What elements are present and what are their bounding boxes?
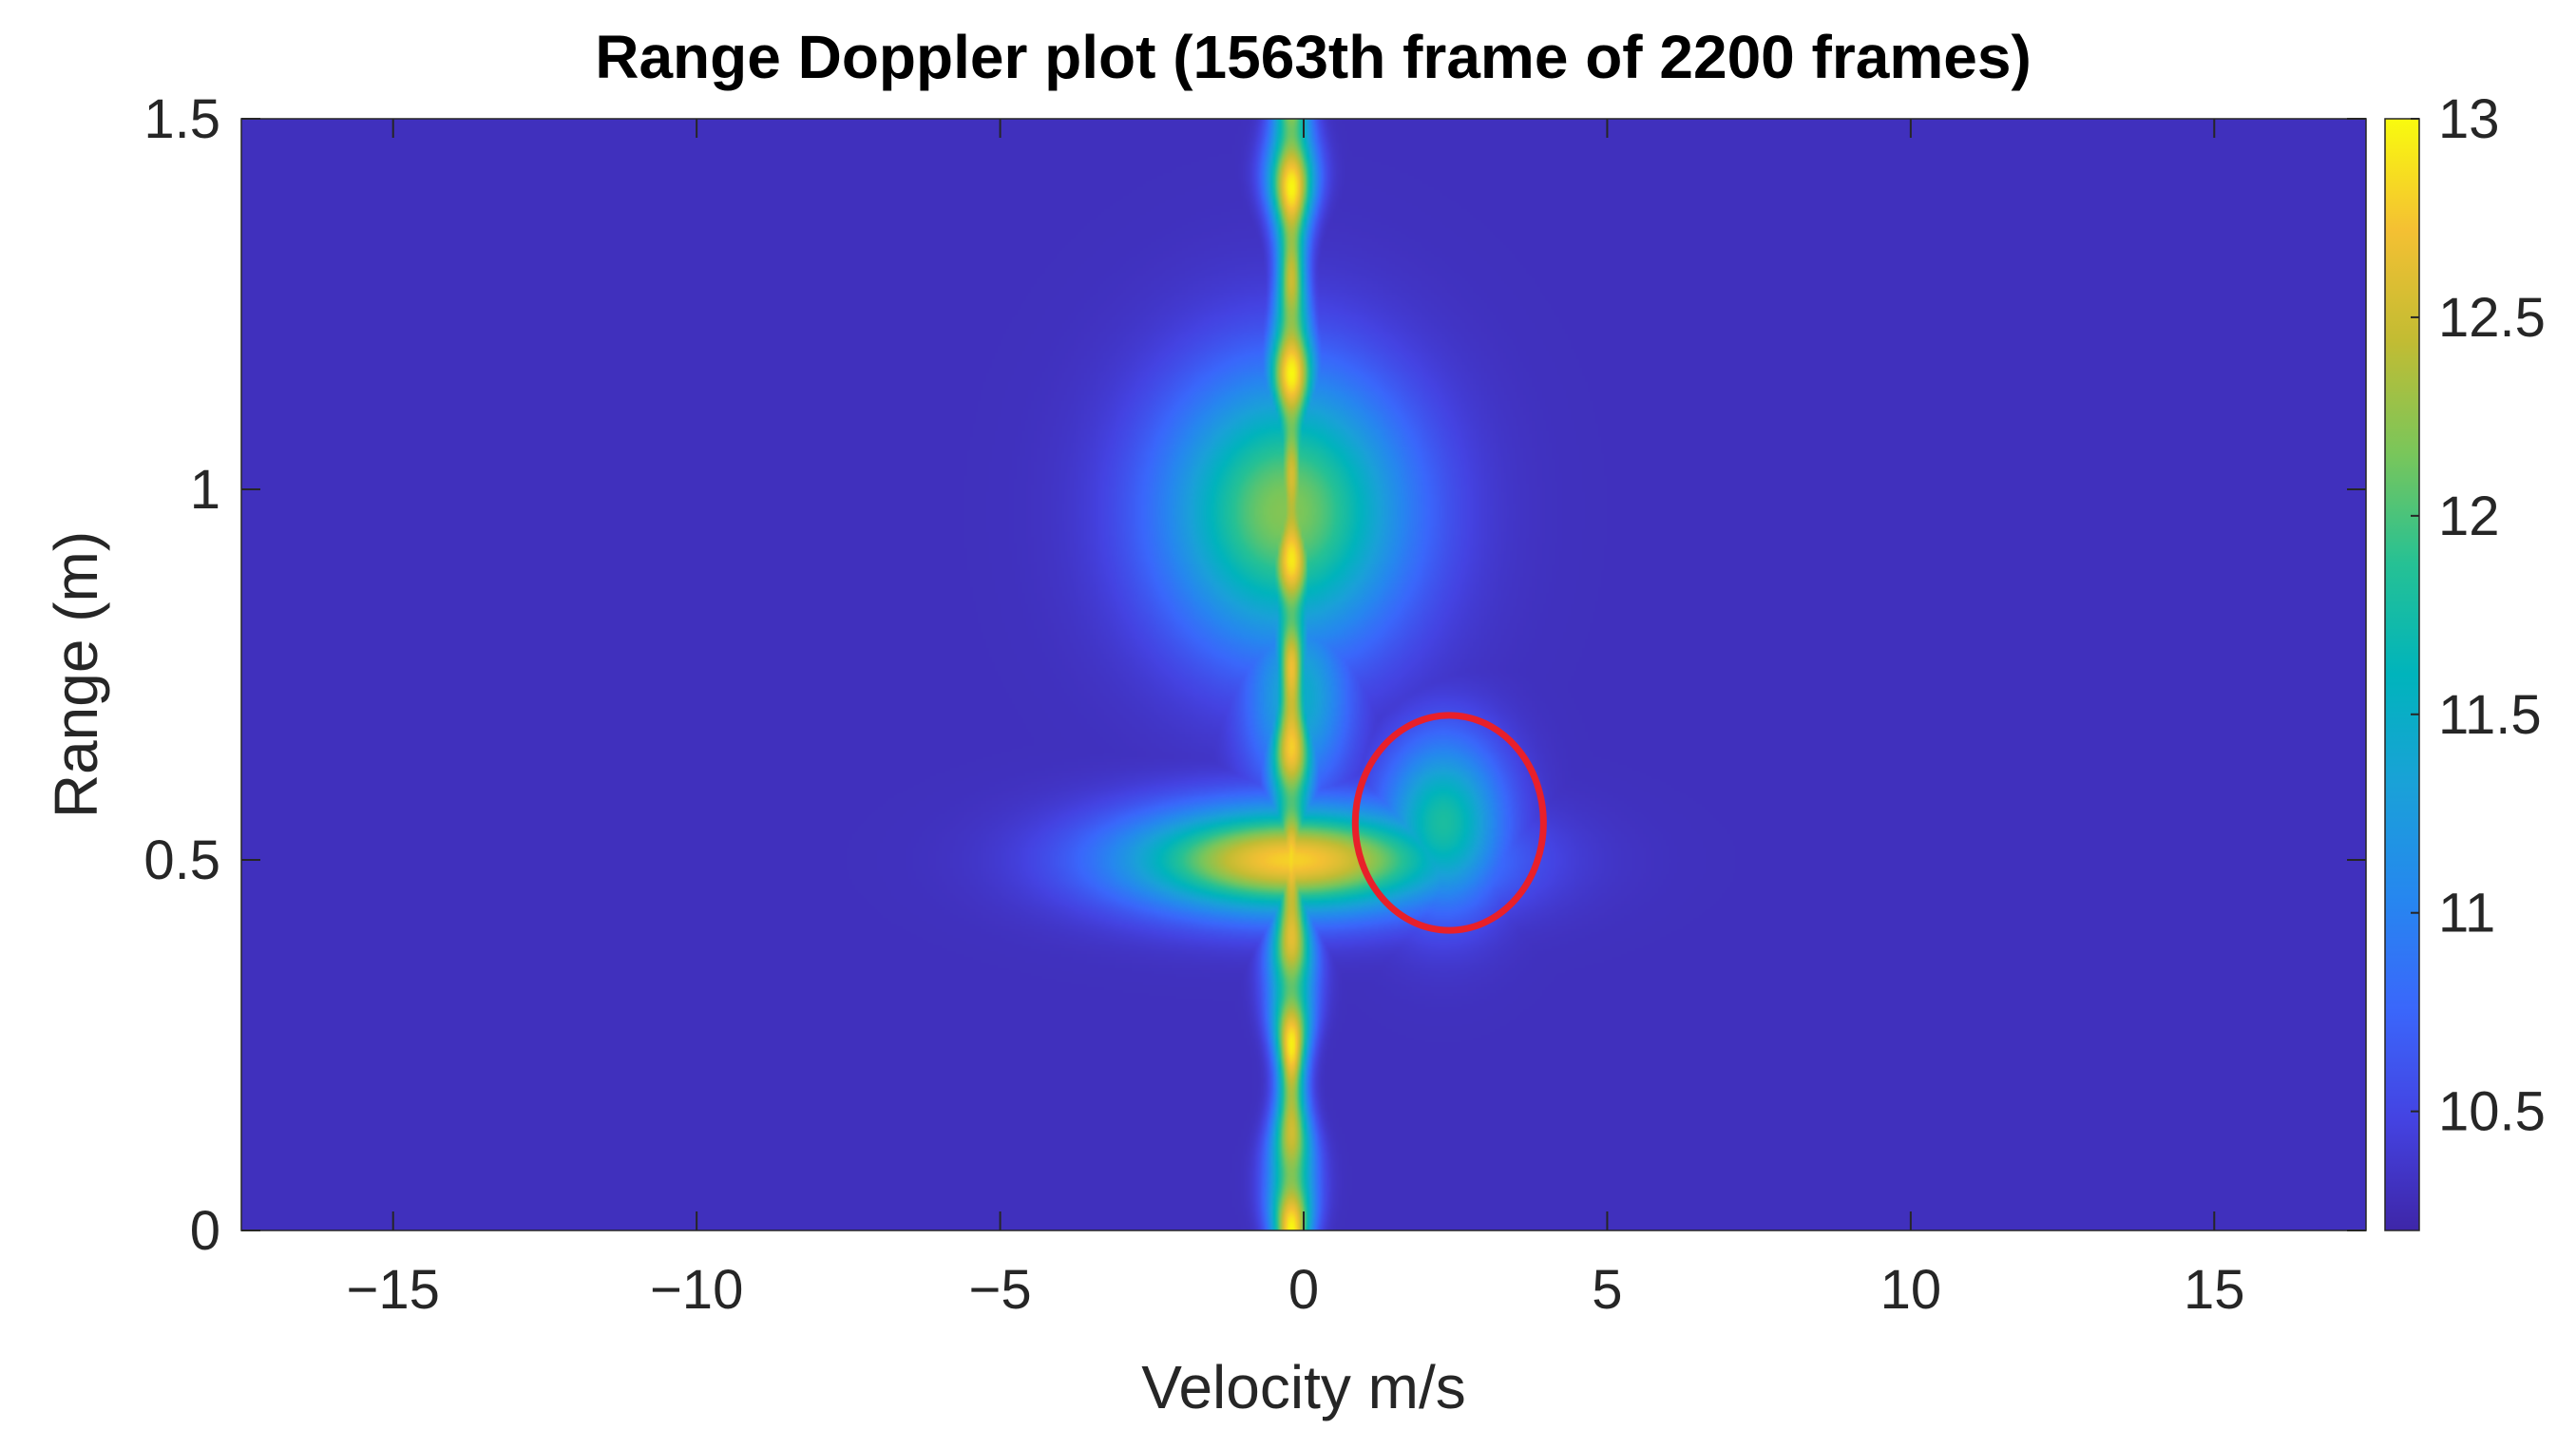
colorbar-tick-label: 11 — [2438, 883, 2495, 944]
x-axis-label: Velocity m/s — [1141, 1353, 1465, 1421]
colorbar-tick-label: 13 — [2438, 88, 2500, 150]
y-tick-label: 0.5 — [143, 829, 220, 891]
highlight-ellipse — [1351, 712, 1547, 934]
y-tick-label: 0 — [190, 1200, 220, 1262]
x-tick-label: 5 — [1592, 1259, 1622, 1321]
y-tick-label: 1 — [190, 459, 220, 521]
x-tick-label: 0 — [1288, 1259, 1319, 1321]
x-tick-label: 10 — [1880, 1259, 1942, 1321]
y-axis-label: Range (m) — [42, 531, 110, 818]
chart-title: Range Doppler plot (1563th frame of 2200… — [595, 23, 2032, 91]
x-tick-label: −5 — [969, 1259, 1032, 1321]
colorbar-tick-label: 12.5 — [2438, 287, 2546, 349]
x-axis-ticks: −15 −10 −5 0 5 10 15 — [347, 119, 2245, 1321]
x-tick-label: 15 — [2184, 1259, 2245, 1321]
colorbar-tick-label: 10.5 — [2438, 1081, 2546, 1143]
heatmap-image — [241, 119, 2366, 1230]
colorbar-ticks: 10.5 11 11.5 12 12.5 13 — [2411, 88, 2546, 1143]
y-tick-label: 1.5 — [143, 88, 220, 150]
colorbar-gradient — [2384, 118, 2420, 1231]
plot-area — [240, 118, 2367, 1231]
colorbar-tick-label: 12 — [2438, 486, 2500, 547]
x-tick-label: −15 — [347, 1259, 440, 1321]
colorbar: 10.5 11 11.5 12 12.5 13 — [2384, 88, 2546, 1231]
x-tick-label: −10 — [650, 1259, 743, 1321]
annotation-layer — [1351, 712, 1547, 934]
colorbar-tick-label: 11.5 — [2438, 684, 2542, 746]
y-axis-ticks: 0 0.5 1 1.5 — [143, 88, 2366, 1262]
